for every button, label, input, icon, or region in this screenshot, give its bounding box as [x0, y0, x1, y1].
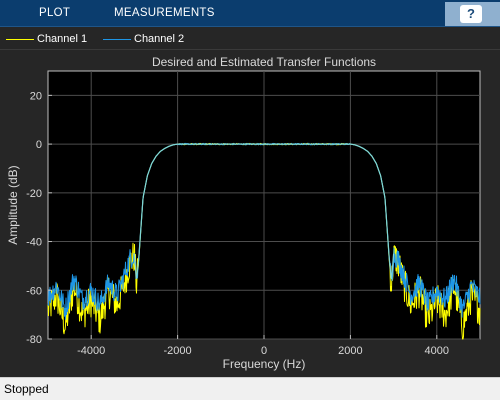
help-button[interactable]: ?: [460, 5, 482, 23]
y-tick-label: -80: [26, 334, 42, 346]
series-line-desired-response: [133, 143, 395, 280]
chart-title: Desired and Estimated Transfer Functions: [152, 55, 376, 69]
y-axis-label: Amplitude (dB): [6, 165, 20, 244]
legend-item-channel-2[interactable]: Channel 2: [134, 33, 185, 45]
series-line-channel-2: [47, 142, 481, 320]
help-icon: ?: [467, 6, 475, 21]
status-text: Stopped: [4, 382, 49, 396]
tick-labels: -4000 -2000 0 2000 4000 20 0 -20 -40 -60 -80: [26, 90, 449, 357]
tab-plot[interactable]: PLOT: [39, 7, 71, 19]
toolstrip: PLOT MEASUREMENTS ?: [0, 0, 500, 27]
y-tick-label: -20: [26, 188, 42, 200]
series-group: [47, 142, 481, 340]
x-tick-label: -2000: [164, 345, 192, 357]
tab-measurements[interactable]: MEASUREMENTS: [114, 7, 215, 19]
y-tick-label: -40: [26, 237, 42, 249]
x-tick-label: 2000: [338, 345, 362, 357]
x-axis-label: Frequency (Hz): [223, 357, 306, 371]
y-tick-label: 20: [30, 90, 42, 102]
series-line-channel-1: [47, 142, 481, 340]
x-tick-label: -4000: [77, 345, 105, 357]
x-tick-label: 4000: [425, 345, 449, 357]
transfer-function-chart: -4000 -2000 0 2000 4000 20 0 -20 -40 -60 -80 Desir…: [0, 51, 500, 376]
y-tick-label: -60: [26, 285, 42, 297]
y-tick-label: 0: [36, 139, 42, 151]
legend-swatch-channel-1: [6, 39, 34, 40]
legend-swatch-channel-2: [103, 39, 131, 40]
legend-item-channel-1[interactable]: Channel 1: [37, 33, 88, 45]
x-tick-label: 0: [261, 345, 267, 357]
status-bar: Stopped: [0, 377, 500, 400]
legend-bar: Channel 1 Channel 2: [0, 28, 500, 50]
